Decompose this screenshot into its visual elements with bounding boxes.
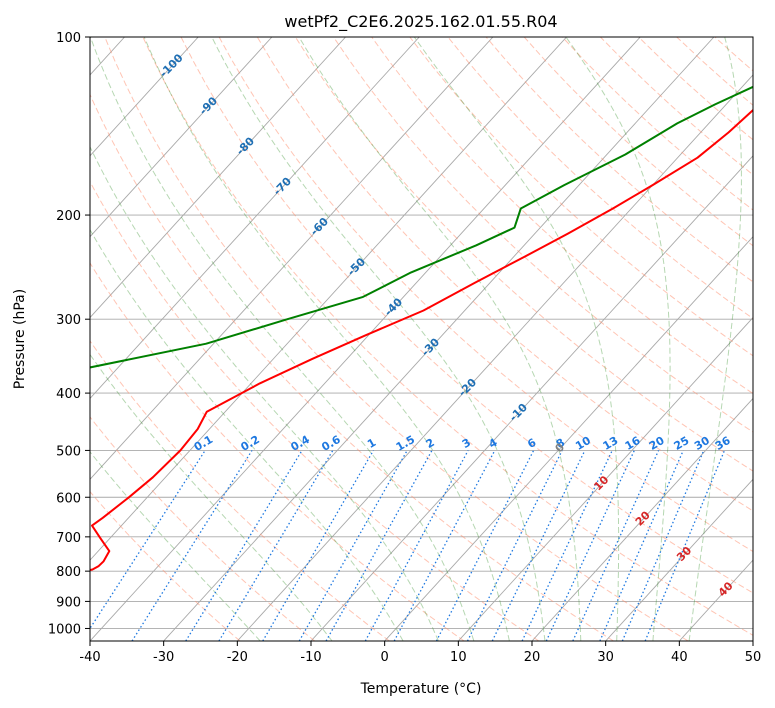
mixing-ratio-line (364, 450, 469, 641)
y-tick-label: 600 (56, 491, 81, 506)
mixing-ratio-line (572, 450, 660, 641)
dry-adiabat (180, 37, 753, 594)
dry-adiabat (104, 37, 689, 641)
chart-title: wetPf2_C2E6.2025.162.01.55.R04 (284, 12, 557, 32)
isobar-lines (90, 37, 753, 629)
dewpoint-profile (90, 85, 753, 369)
moist-adiabat (688, 37, 742, 641)
isotherm-line (384, 236, 753, 641)
y-tick-label: 700 (56, 531, 81, 546)
dry-adiabat (90, 416, 316, 641)
mixing-ratio-line (545, 450, 635, 641)
y-tick-label: 900 (56, 595, 81, 610)
isotherm-line (458, 316, 753, 641)
y-tick-label: 1000 (48, 622, 81, 637)
x-tick-label: 30 (597, 650, 614, 665)
x-tick-label: -10 (300, 650, 321, 665)
y-tick-label: 800 (56, 565, 81, 580)
x-axis-label: Temperature (°C) (360, 681, 482, 697)
mixing-ratio-lines (90, 450, 726, 641)
mixing-ratio-line (298, 450, 408, 641)
x-tick-label: 40 (671, 650, 688, 665)
isotherm-lines (90, 37, 753, 641)
sounding-profiles (90, 85, 753, 572)
x-tick-label: 0 (381, 650, 389, 665)
x-tick-label: -30 (153, 650, 174, 665)
dry-adiabat (90, 262, 465, 641)
y-tick-label: 300 (56, 313, 81, 328)
dry-adiabat (90, 180, 540, 641)
mixing-ratio-line (521, 450, 613, 641)
mixing-ratio-line (131, 450, 253, 641)
dry-adiabat (409, 37, 753, 357)
moist-adiabat (90, 451, 261, 641)
isotherm-line (90, 37, 494, 480)
isotherm-line (605, 478, 753, 641)
mixing-ratio-line (325, 450, 433, 641)
isotherm-line (90, 37, 273, 238)
dry-adiabat-lines (90, 37, 753, 641)
mixing-ratio-line (621, 450, 705, 641)
y-axis-label: Pressure (hPa) (12, 289, 28, 389)
y-tick-label: 100 (56, 31, 81, 46)
dry-adiabat (90, 490, 241, 641)
x-tick-label: -40 (79, 650, 100, 665)
isotherm-line (90, 37, 641, 641)
moist-adiabat (90, 37, 475, 641)
temperature-profile (90, 108, 753, 572)
isotherm-line (237, 74, 753, 641)
dry-adiabat (485, 37, 753, 283)
dry-adiabat (90, 340, 390, 641)
y-tick-label: 400 (56, 387, 81, 402)
isotherm-line (531, 397, 753, 641)
mixing-ratio-line (644, 450, 726, 641)
plot-frame (89, 36, 754, 642)
isotherm-line (90, 37, 346, 319)
moist-adiabat (565, 37, 671, 641)
y-tick-label: 200 (56, 209, 81, 224)
moist-adiabat (413, 37, 620, 641)
x-tick-label: -20 (227, 650, 248, 665)
moist-adiabat (143, 37, 510, 641)
isotherm-line (90, 37, 420, 400)
moist-adiabat-lines (90, 37, 742, 641)
moist-adiabat (90, 353, 333, 641)
isotherm-line (310, 155, 753, 641)
x-tick-label: 20 (524, 650, 541, 665)
isotherm-line (90, 37, 567, 561)
axes: -40 -30 -20 -10 0 10 20 30 40 50 100 200 300 400 500 60… (48, 31, 761, 665)
mixing-ratio-line (599, 450, 684, 641)
dry-adiabat (294, 37, 753, 472)
mixing-ratio-line (262, 450, 374, 641)
moist-adiabat (298, 37, 582, 641)
mixing-ratio-line (491, 450, 586, 641)
mixing-ratio-line (466, 450, 563, 641)
moist-adiabat (90, 228, 404, 641)
mixing-ratio-line (185, 450, 303, 641)
dry-adiabat (333, 37, 753, 433)
y-tick-label: 500 (56, 444, 81, 459)
dry-adiabat (142, 37, 753, 636)
isotherm-line (90, 37, 199, 157)
mixing-ratio-line (90, 450, 206, 630)
moist-adiabat (90, 145, 439, 641)
mixing-ratio-line (218, 450, 334, 641)
x-tick-label: 10 (450, 650, 467, 665)
dry-adiabat (90, 93, 614, 641)
x-tick-label: 50 (745, 650, 762, 665)
